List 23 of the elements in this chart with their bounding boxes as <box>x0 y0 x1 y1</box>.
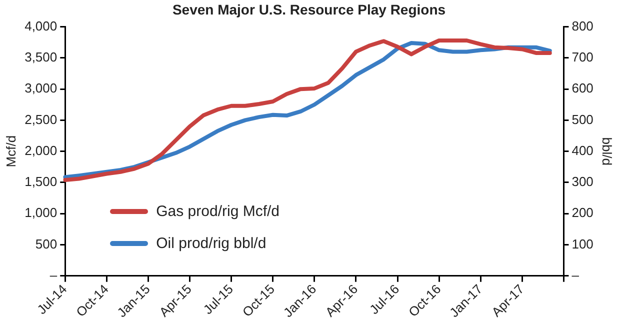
y-tick-label: 1,000 <box>24 205 58 220</box>
y2-axis-title: bbl/d <box>600 137 615 166</box>
y2-tick-label: 200 <box>572 205 594 220</box>
y2-tick-label: 100 <box>572 236 594 252</box>
y-tick-label: 3,000 <box>24 80 58 96</box>
y2-tick-label: 300 <box>572 174 594 190</box>
y-tick-label: 2,000 <box>24 142 58 158</box>
y-axis-title: Mcf/d <box>3 135 18 168</box>
y-tick-label: – <box>50 267 58 282</box>
legend-label: Oil prod/rig bbl/d <box>156 235 266 252</box>
y-tick-label: 2,500 <box>24 112 58 127</box>
y2-tick-label: 500 <box>572 112 594 127</box>
y2-tick-label: 800 <box>572 18 594 34</box>
y2-tick-label: 600 <box>572 80 594 96</box>
y2-tick-label: 700 <box>572 50 594 65</box>
legend-label: Gas prod/rig Mcf/d <box>156 203 280 220</box>
y-tick-label: 500 <box>35 236 58 252</box>
y2-tick-label: 400 <box>572 142 594 158</box>
y-tick-label: 4,000 <box>24 18 58 34</box>
y-tick-label: 1,500 <box>24 174 58 190</box>
chart-title: Seven Major U.S. Resource Play Regions <box>172 1 446 18</box>
y-tick-label: 3,500 <box>24 50 58 65</box>
y2-tick-label: – <box>572 267 580 282</box>
